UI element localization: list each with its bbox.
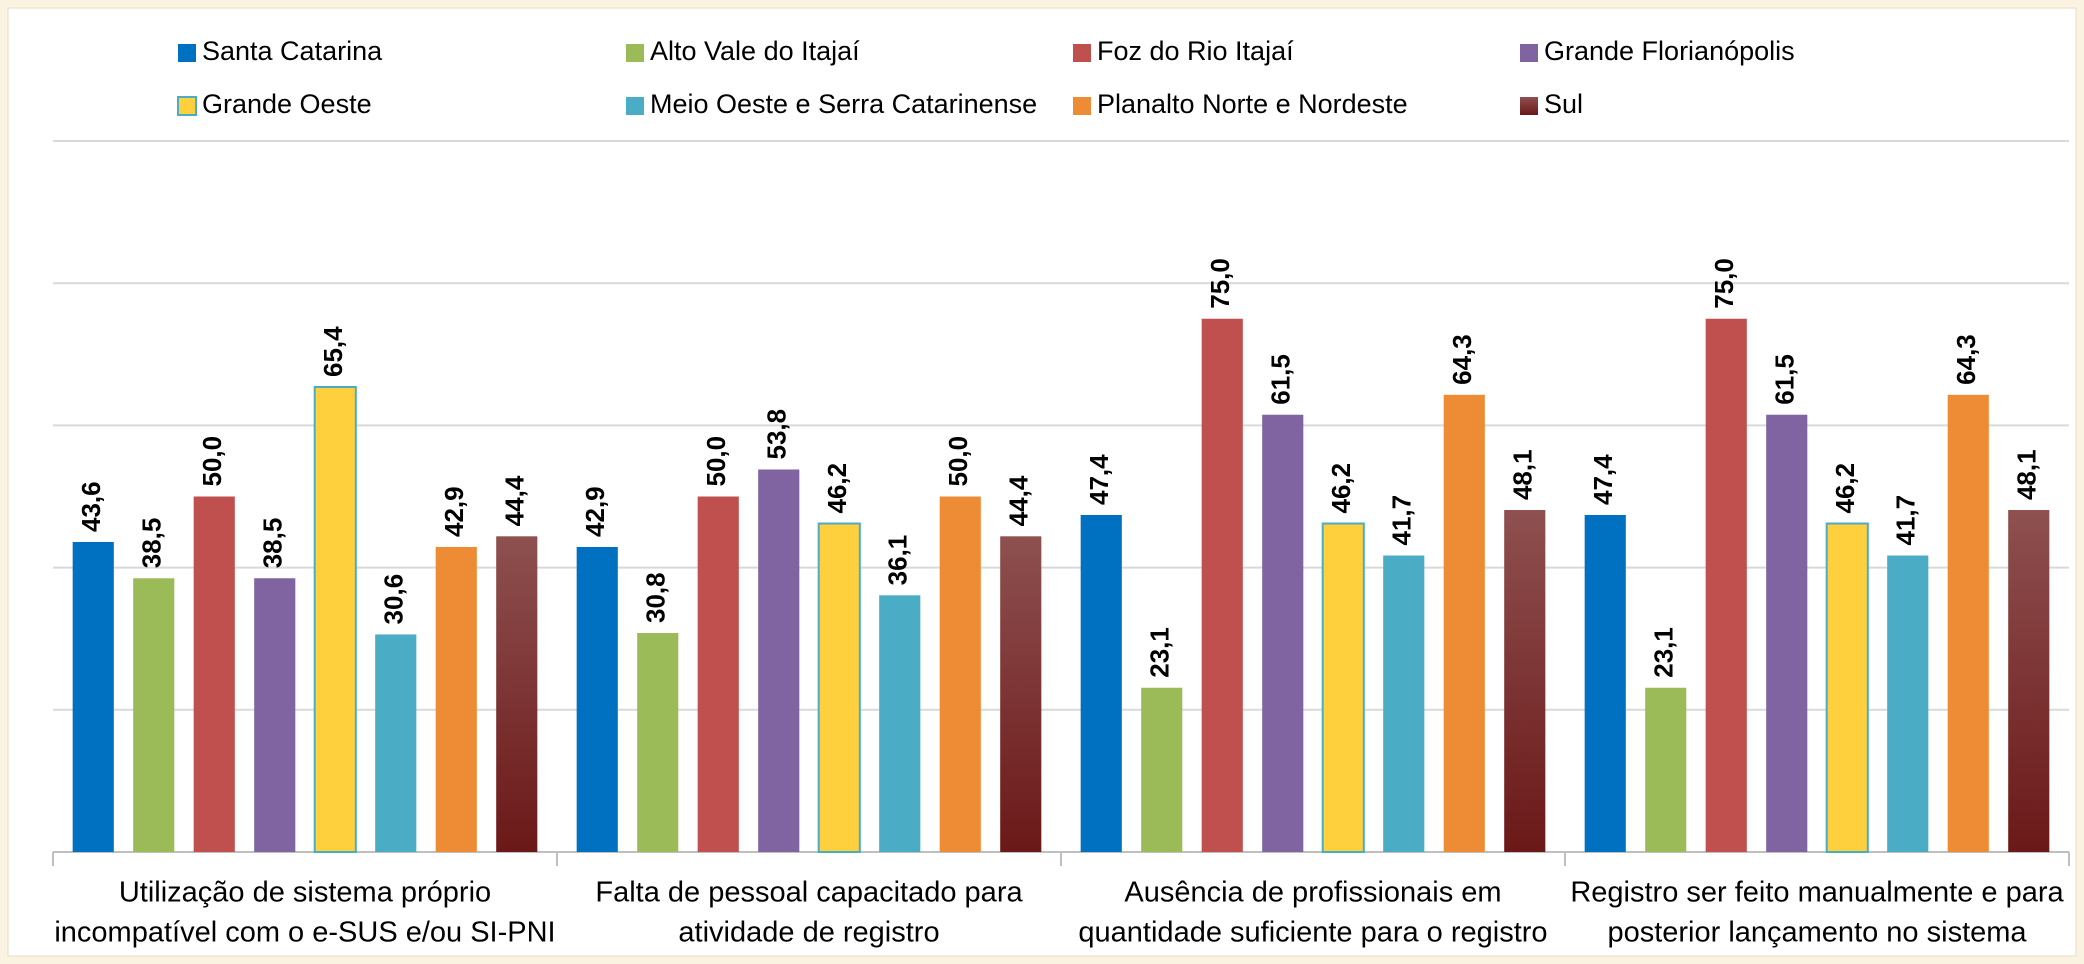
bar: [375, 634, 417, 852]
value-label: 46,2: [1326, 463, 1356, 514]
value-label: 41,7: [1387, 495, 1417, 546]
bar: [193, 496, 235, 852]
legend-label: Meio Oeste e Serra Catarinense: [650, 89, 1037, 119]
bar: [817, 522, 861, 853]
legend-swatch: [626, 44, 644, 62]
bar: [1504, 510, 1546, 852]
bar: [1262, 414, 1304, 852]
legend-swatch: [1073, 44, 1091, 62]
value-label: 46,2: [822, 463, 852, 514]
value-label: 48,1: [2012, 449, 2042, 500]
x-tick-label: atividade de registro: [678, 917, 939, 949]
bar: [496, 536, 538, 852]
value-label: 75,0: [1205, 258, 1235, 309]
legend-label: Sul: [1544, 89, 1583, 119]
bar: [1383, 555, 1425, 852]
bar: [2008, 510, 2050, 852]
bar: [1201, 318, 1243, 852]
value-label: 30,8: [641, 572, 671, 623]
legend-label: Grande Florianópolis: [1544, 36, 1795, 66]
value-label: 65,4: [318, 326, 348, 377]
value-label: 75,0: [1709, 258, 1739, 309]
x-tick-label: Falta de pessoal capacitado para: [595, 877, 1023, 909]
value-label: 44,4: [1004, 475, 1034, 526]
bar: [576, 546, 618, 852]
value-label: 30,6: [379, 574, 409, 625]
bar: [1321, 522, 1365, 853]
bar: [1000, 536, 1042, 852]
bar: [1141, 687, 1183, 852]
legend-label: Alto Vale do Itajaí: [650, 36, 860, 66]
bar: [939, 496, 981, 852]
legend-label: Santa Catarina: [202, 36, 383, 66]
value-label: 48,1: [1508, 449, 1538, 500]
bar: [435, 546, 477, 852]
x-tick-label: incompatível com o e-SUS e/ou SI-PNI: [54, 917, 555, 949]
value-label: 47,4: [1084, 454, 1114, 505]
bar: [1705, 318, 1747, 852]
legend-swatch: [1520, 44, 1538, 62]
value-label: 50,0: [197, 436, 227, 487]
value-label: 64,3: [1951, 334, 1981, 385]
value-label: 50,0: [701, 436, 731, 487]
value-label: 42,9: [580, 486, 610, 537]
value-label: 61,5: [1770, 354, 1800, 405]
bar: [133, 578, 175, 852]
bar: [1443, 394, 1485, 852]
bar: [1947, 394, 1989, 852]
value-label: 43,6: [76, 481, 106, 532]
value-label: 36,1: [883, 535, 913, 586]
bar: [637, 633, 679, 852]
value-label: 53,8: [762, 409, 792, 460]
bar: [1080, 514, 1122, 852]
value-label: 38,5: [137, 518, 167, 569]
value-label: 41,7: [1891, 495, 1921, 546]
x-tick-label: Registro ser feito manualmente e para: [1570, 877, 2064, 909]
x-tick-label: posterior lançamento no sistema: [1607, 917, 2027, 949]
legend-label: Grande Oeste: [202, 89, 372, 119]
value-label: 42,9: [439, 486, 469, 537]
legend-swatch: [178, 44, 196, 62]
bar: [1584, 514, 1626, 852]
legend-swatch: [177, 96, 197, 116]
bar: [879, 595, 921, 852]
value-label: 50,0: [943, 436, 973, 487]
legend-swatch: [1073, 97, 1091, 115]
value-label: 23,1: [1145, 627, 1175, 678]
bar: [1645, 687, 1687, 852]
x-tick-label: quantidade suficiente para o registro: [1078, 917, 1547, 949]
legend-label: Planalto Norte e Nordeste: [1097, 89, 1408, 119]
legend-swatch: [626, 97, 644, 115]
value-label: 61,5: [1266, 354, 1296, 405]
x-tick-label: Utilização de sistema próprio: [119, 877, 491, 909]
legend-label: Foz do Rio Itajaí: [1097, 36, 1294, 66]
bar: [1766, 414, 1808, 852]
legend-swatch: [1520, 97, 1538, 115]
bar: [758, 469, 800, 852]
value-label: 38,5: [258, 518, 288, 569]
value-label: 23,1: [1649, 627, 1679, 678]
bar: [1887, 555, 1929, 852]
value-label: 46,2: [1830, 463, 1860, 514]
bar: [254, 578, 296, 852]
bar: [72, 542, 114, 852]
value-label: 47,4: [1588, 454, 1618, 505]
value-label: 64,3: [1447, 334, 1477, 385]
bar: [697, 496, 739, 852]
bar: [1825, 522, 1869, 853]
x-tick-label: Ausência de profissionais em: [1124, 877, 1501, 909]
bar: [313, 386, 357, 853]
value-label: 44,4: [500, 475, 530, 526]
